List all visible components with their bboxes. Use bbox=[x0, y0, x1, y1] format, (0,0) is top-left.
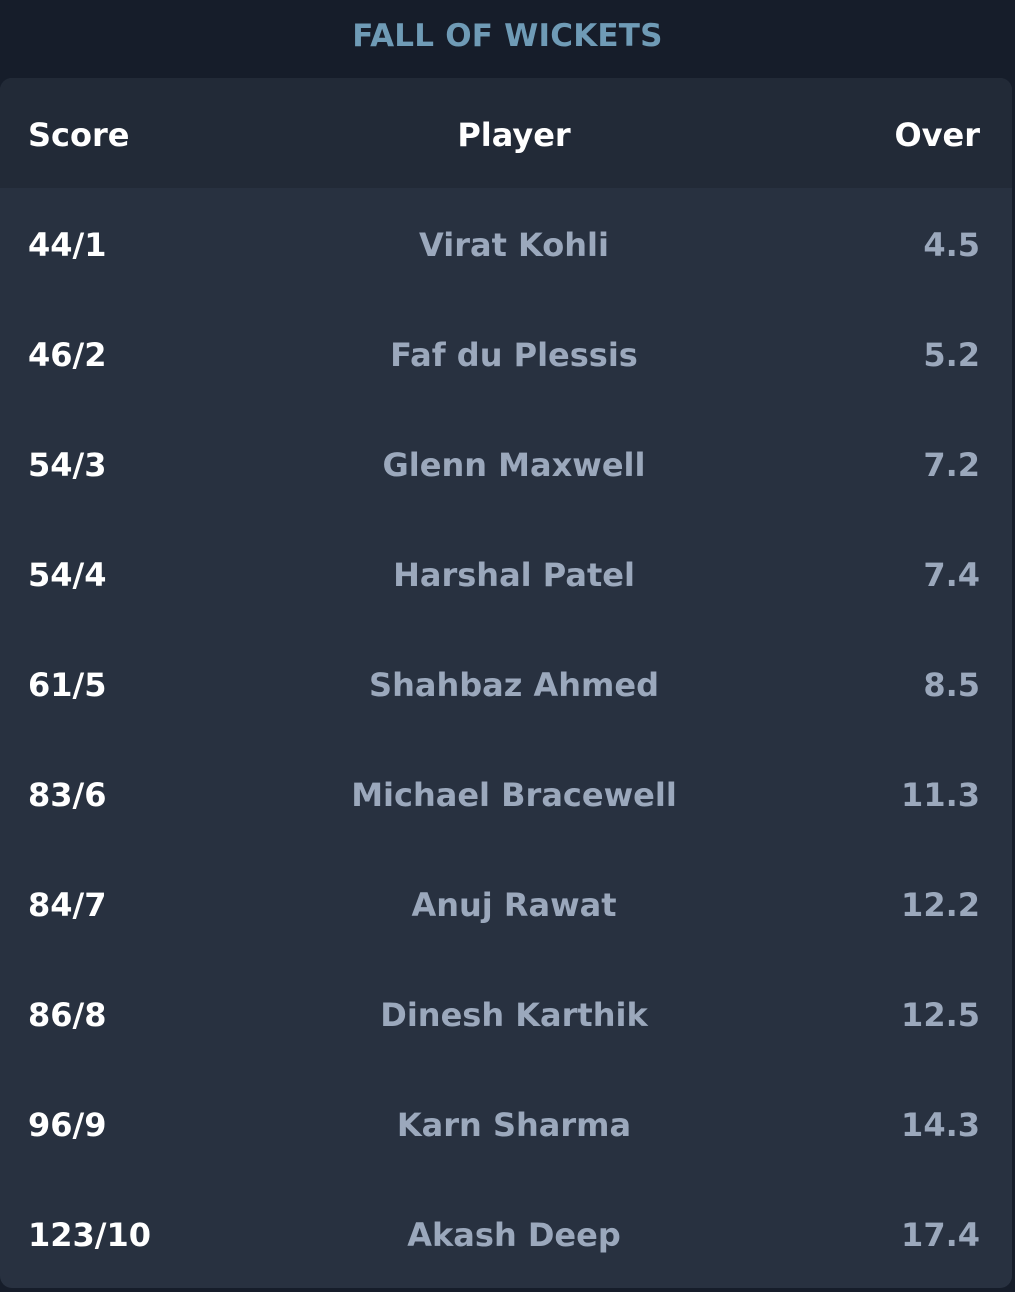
table-row: 83/6 Michael Bracewell 11.3 bbox=[0, 738, 1012, 848]
score-cell: 44/1 bbox=[28, 226, 107, 264]
score-cell: 54/3 bbox=[28, 446, 107, 484]
column-header-over: Over bbox=[894, 116, 980, 154]
section-title: FALL OF WICKETS bbox=[352, 18, 663, 54]
fall-of-wickets-card: Score Player Over 44/1 Virat Kohli 4.5 4… bbox=[0, 78, 1012, 1288]
table-row: 86/8 Dinesh Karthik 12.5 bbox=[0, 958, 1012, 1068]
table-row: 96/9 Karn Sharma 14.3 bbox=[0, 1068, 1012, 1178]
over-cell: 17.4 bbox=[901, 1216, 980, 1254]
table-row: 84/7 Anuj Rawat 12.2 bbox=[0, 848, 1012, 958]
table-row: 54/3 Glenn Maxwell 7.2 bbox=[0, 408, 1012, 518]
over-cell: 11.3 bbox=[901, 776, 980, 814]
player-cell: Karn Sharma bbox=[396, 1106, 632, 1144]
over-cell: 7.2 bbox=[923, 446, 980, 484]
score-cell: 86/8 bbox=[28, 996, 107, 1034]
score-cell: 83/6 bbox=[28, 776, 107, 814]
column-header-score: Score bbox=[28, 116, 130, 154]
score-cell: 84/7 bbox=[28, 886, 107, 924]
score-cell: 123/10 bbox=[28, 1216, 152, 1254]
player-cell: Shahbaz Ahmed bbox=[369, 666, 659, 704]
player-cell: Virat Kohli bbox=[419, 226, 609, 264]
score-cell: 61/5 bbox=[28, 666, 107, 704]
over-cell: 12.5 bbox=[901, 996, 980, 1034]
over-cell: 8.5 bbox=[923, 666, 980, 704]
table-row: 46/2 Faf du Plessis 5.2 bbox=[0, 298, 1012, 408]
column-header-player: Player bbox=[457, 116, 571, 154]
over-cell: 14.3 bbox=[901, 1106, 980, 1144]
over-cell: 12.2 bbox=[901, 886, 980, 924]
table-row: 123/10 Akash Deep 17.4 bbox=[0, 1178, 1012, 1288]
over-cell: 4.5 bbox=[923, 226, 980, 264]
score-cell: 46/2 bbox=[28, 336, 107, 374]
player-cell: Anuj Rawat bbox=[411, 886, 617, 924]
table-row: 54/4 Harshal Patel 7.4 bbox=[0, 518, 1012, 628]
table-row: 44/1 Virat Kohli 4.5 bbox=[0, 188, 1012, 298]
player-cell: Harshal Patel bbox=[393, 556, 635, 594]
player-cell: Dinesh Karthik bbox=[380, 996, 648, 1034]
over-cell: 7.4 bbox=[923, 556, 980, 594]
table-body: 44/1 Virat Kohli 4.5 46/2 Faf du Plessis… bbox=[0, 188, 1012, 1288]
player-cell: Michael Bracewell bbox=[351, 776, 677, 814]
table-row: 61/5 Shahbaz Ahmed 8.5 bbox=[0, 628, 1012, 738]
score-cell: 54/4 bbox=[28, 556, 107, 594]
table-header: Score Player Over bbox=[0, 78, 1012, 188]
player-cell: Akash Deep bbox=[407, 1216, 621, 1254]
player-cell: Faf du Plessis bbox=[390, 336, 638, 374]
score-cell: 96/9 bbox=[28, 1106, 107, 1144]
over-cell: 5.2 bbox=[923, 336, 980, 374]
player-cell: Glenn Maxwell bbox=[382, 446, 646, 484]
